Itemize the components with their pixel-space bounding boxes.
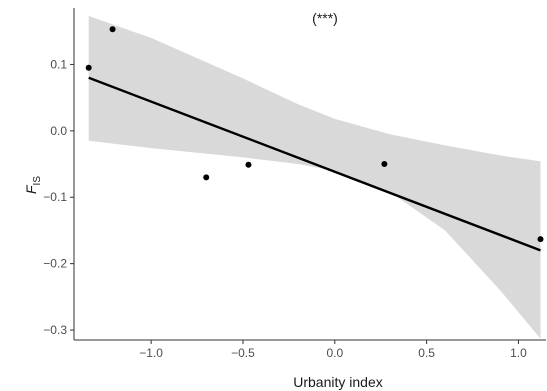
data-point [537, 236, 544, 243]
significance-annotation: (***) [312, 10, 338, 26]
y-tick-label: −0.1 [43, 190, 67, 204]
y-axis-title: FIS [23, 176, 43, 194]
y-tick-label: −0.2 [43, 257, 67, 271]
regression-line-layer [88, 76, 541, 252]
y-axis-title-main: F [23, 184, 39, 194]
x-tick-label: 1.0 [510, 346, 527, 360]
regression-line [88, 76, 541, 252]
x-tick-label: 0.0 [326, 346, 343, 360]
data-points-layer [85, 26, 544, 243]
x-tick-label: −1.0 [139, 346, 163, 360]
confidence-band-layer [88, 16, 541, 339]
x-axis-title: Urbanity index [293, 374, 383, 390]
data-point [245, 161, 252, 168]
data-point [109, 26, 116, 33]
axes-layer: −0.3 −0.2 −0.1 0.0 0.1 −1.0 −0.5 0.0 0.5 1.0 [43, 8, 546, 360]
y-tick-label: −0.3 [43, 323, 67, 337]
confidence-band [88, 16, 541, 339]
data-point [381, 161, 388, 168]
y-tick-label: 0.0 [50, 124, 67, 138]
data-point [85, 64, 92, 71]
x-tick-label: 0.5 [418, 346, 435, 360]
y-tick-label: 0.1 [50, 57, 67, 71]
y-axis-title-subscript: IS [32, 176, 43, 186]
x-tick-label: −0.5 [231, 346, 255, 360]
data-point [203, 174, 210, 181]
